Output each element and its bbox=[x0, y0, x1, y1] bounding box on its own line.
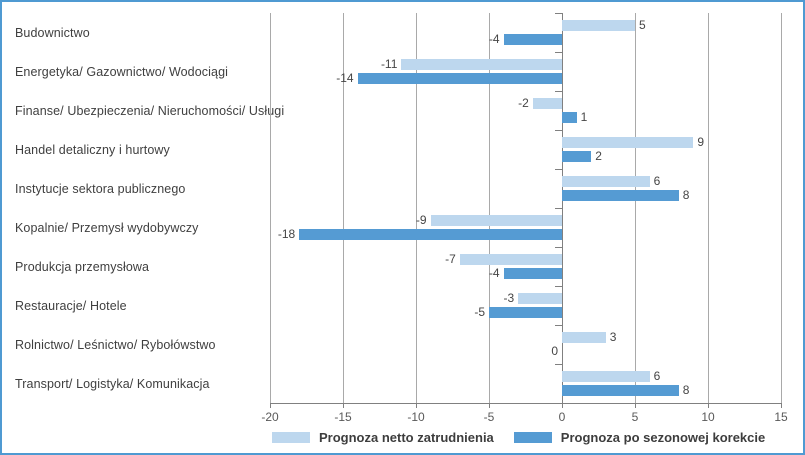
data-label: -14 bbox=[336, 71, 354, 85]
category-tick bbox=[555, 91, 562, 92]
gridline bbox=[708, 13, 709, 403]
bar-korekta bbox=[562, 190, 679, 201]
gridline bbox=[489, 13, 490, 403]
x-tick-label: 0 bbox=[558, 410, 566, 424]
data-label: -2 bbox=[518, 96, 529, 110]
data-label: 6 bbox=[653, 369, 661, 383]
data-label: 2 bbox=[595, 149, 602, 163]
category-label: Finanse/ Ubezpieczenia/ Nieruchomości/ U… bbox=[15, 103, 285, 118]
x-tick-label: 5 bbox=[631, 410, 639, 424]
x-tick-label: 15 bbox=[774, 410, 788, 424]
x-axis-tick bbox=[708, 403, 709, 408]
data-label: 8 bbox=[682, 188, 690, 202]
bar-netto bbox=[532, 98, 562, 109]
bar-korekta bbox=[489, 307, 562, 318]
bar-netto bbox=[459, 254, 562, 265]
gridline bbox=[781, 13, 782, 403]
bar-netto bbox=[562, 371, 650, 382]
x-tick-label: -20 bbox=[261, 410, 279, 424]
category-label: Transport/ Logistyka/ Komunikacja bbox=[15, 376, 210, 391]
data-label: 6 bbox=[653, 174, 661, 188]
bar-korekta bbox=[562, 112, 577, 123]
x-axis-tick bbox=[343, 403, 344, 408]
bar-korekta bbox=[503, 34, 562, 45]
category-tick bbox=[555, 247, 562, 248]
data-label: 5 bbox=[639, 18, 646, 32]
bar-korekta bbox=[562, 151, 592, 162]
category-tick bbox=[555, 286, 562, 287]
category-label: Handel detaliczny i hurtowy bbox=[15, 142, 170, 157]
bar-korekta bbox=[299, 229, 562, 240]
data-label: -11 bbox=[380, 57, 398, 71]
data-label: 9 bbox=[697, 135, 705, 149]
legend-swatch-netto bbox=[272, 431, 310, 443]
bar-korekta bbox=[357, 73, 562, 84]
x-axis-tick bbox=[489, 403, 490, 408]
category-tick bbox=[555, 364, 562, 365]
data-label: 1 bbox=[580, 110, 588, 124]
category-tick bbox=[555, 208, 562, 209]
bar-netto bbox=[430, 215, 562, 226]
bar-netto bbox=[562, 137, 694, 148]
category-tick bbox=[555, 325, 562, 326]
category-label: Kopalnie/ Przemysł wydobywczy bbox=[15, 220, 199, 235]
bar-korekta bbox=[503, 268, 562, 279]
x-axis-tick bbox=[270, 403, 271, 408]
data-label: 8 bbox=[682, 383, 690, 397]
category-label: Rolnictwo/ Leśnictwo/ Rybołówstwo bbox=[15, 337, 216, 352]
x-axis-line bbox=[270, 403, 781, 404]
category-tick bbox=[555, 169, 562, 170]
category-tick bbox=[555, 13, 562, 14]
category-label: Restauracje/ Hotele bbox=[15, 298, 127, 313]
zero-axis-line bbox=[562, 13, 563, 403]
data-label: -3 bbox=[503, 291, 515, 305]
bar-netto bbox=[401, 59, 562, 70]
category-label: Produkcja przemysłowa bbox=[15, 259, 150, 274]
gridline bbox=[270, 13, 271, 403]
data-label: -9 bbox=[415, 213, 427, 227]
legend-label-korekta: Prognoza po sezonowej korekcie bbox=[560, 429, 766, 445]
category-label: Instytucje sektora publicznego bbox=[15, 181, 186, 196]
gridline bbox=[416, 13, 417, 403]
legend: Prognoza netto zatrudnienia Prognoza po … bbox=[272, 429, 765, 445]
x-axis-tick bbox=[562, 403, 563, 408]
bar-netto bbox=[562, 332, 606, 343]
x-tick-label: -15 bbox=[334, 410, 352, 424]
bar-korekta bbox=[562, 385, 679, 396]
x-axis-tick bbox=[416, 403, 417, 408]
x-tick-label: 10 bbox=[701, 410, 715, 424]
category-label: Energetyka/ Gazownictwo/ Wodociągi bbox=[15, 64, 228, 79]
bar-netto bbox=[518, 293, 562, 304]
x-axis-tick bbox=[781, 403, 782, 408]
x-axis-tick bbox=[635, 403, 636, 408]
gridline bbox=[343, 13, 344, 403]
bar-netto bbox=[562, 176, 650, 187]
data-label: 0 bbox=[551, 344, 558, 358]
category-tick bbox=[555, 52, 562, 53]
data-label: -4 bbox=[488, 32, 500, 46]
bar-netto bbox=[562, 20, 635, 31]
data-label: -18 bbox=[277, 227, 296, 241]
data-label: -5 bbox=[474, 305, 485, 319]
category-label: Budownictwo bbox=[15, 25, 90, 40]
data-label: 3 bbox=[609, 330, 617, 344]
data-label: -4 bbox=[488, 266, 500, 280]
x-tick-label: -10 bbox=[407, 410, 425, 424]
legend-swatch-korekta bbox=[513, 431, 552, 443]
legend-label-netto: Prognoza netto zatrudnienia bbox=[319, 429, 494, 445]
gridline bbox=[635, 13, 636, 403]
data-label: -7 bbox=[445, 252, 456, 266]
category-tick bbox=[555, 130, 562, 131]
x-tick-label: -5 bbox=[483, 410, 495, 424]
